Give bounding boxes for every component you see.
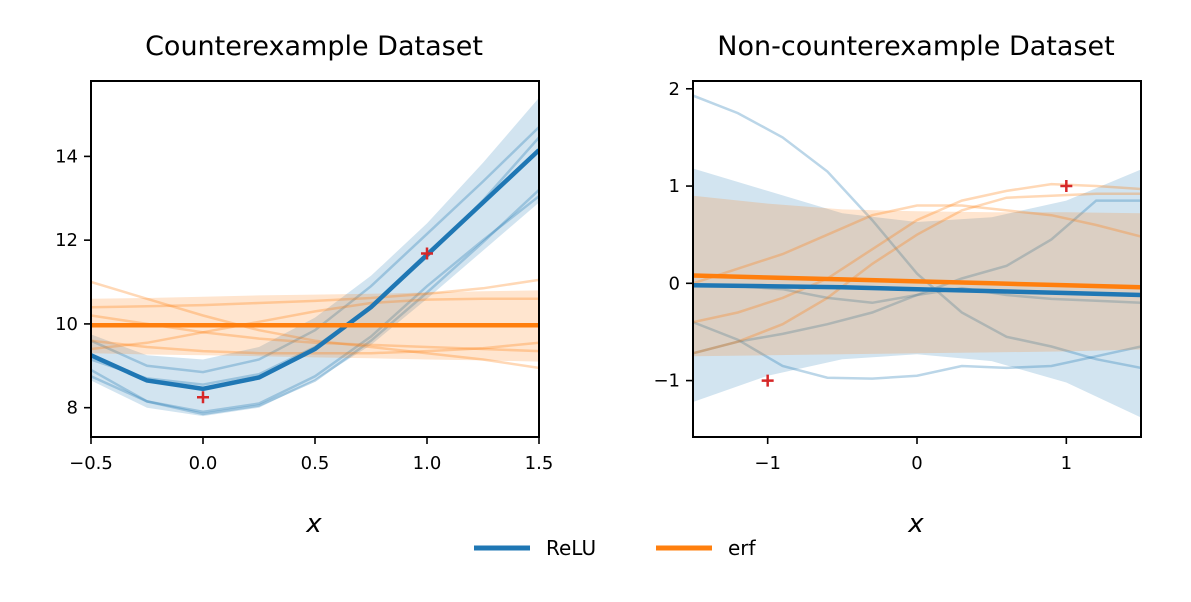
mean-line-relu: [91, 148, 539, 392]
panel-title: Counterexample Dataset: [145, 31, 483, 62]
x-tick-label: −1: [754, 453, 781, 474]
sample-erf-0: [91, 280, 539, 370]
plot-area: [693, 94, 1141, 418]
observation-point: [761, 374, 774, 387]
observation-point: [421, 247, 433, 260]
panel-title: Non-counterexample Dataset: [717, 31, 1114, 62]
sample-relu-1: [693, 199, 1141, 355]
panel-counterexample: Counterexample Dataset x −0.5 0.0 0.5 1.0 1.…: [55, 31, 553, 539]
band-relu: [91, 97, 539, 417]
x-tick-label: −0.5: [69, 453, 113, 474]
x-tick-label: 0: [911, 453, 922, 474]
y-tick-label: 10: [55, 314, 78, 335]
x-tick-label: 1.5: [525, 453, 554, 474]
x-tick-label: 1.0: [413, 453, 442, 474]
mean-line-erf: [693, 273, 1141, 290]
sample-relu-0: [91, 126, 539, 374]
sample-erf-1: [693, 204, 1141, 285]
legend: ReLU erf: [474, 536, 757, 560]
y-tick-label: 1: [669, 176, 680, 197]
y-tick-label: 12: [55, 230, 78, 251]
y-tick-label: 0: [669, 273, 680, 294]
y-tick-label: 8: [67, 398, 78, 419]
panel-non-counterexample: Non-counterexample Dataset x −1 0 1 −1 0 1 2: [653, 31, 1142, 539]
x-tick-label: 1: [1061, 453, 1072, 474]
sample-relu-1: [91, 195, 539, 414]
sample-relu-3: [91, 188, 539, 416]
sample-erf-3: [91, 339, 539, 355]
legend-label-erf: erf: [728, 536, 757, 560]
x-axis-label: x: [305, 509, 322, 539]
y-tick-label: −1: [653, 371, 680, 392]
y-tick-label: 2: [669, 79, 680, 100]
x-tick-label: 0.5: [301, 453, 330, 474]
plot-area: [91, 97, 539, 417]
x-tick-label: 0.0: [189, 453, 218, 474]
legend-label-relu: ReLU: [546, 536, 596, 560]
y-tick-label: 14: [55, 146, 78, 167]
sample-erf-2: [91, 297, 539, 351]
sample-erf-1: [91, 278, 539, 309]
x-axis-label: x: [907, 509, 924, 539]
observation-point: [197, 391, 209, 404]
mean-line-relu: [693, 283, 1141, 298]
sample-erf-2: [693, 192, 1141, 355]
observation-point: [1060, 180, 1073, 193]
band-relu: [693, 168, 1141, 418]
sample-relu-2: [693, 321, 1141, 380]
sample-relu-0: [693, 94, 1141, 370]
band-erf: [693, 195, 1141, 357]
